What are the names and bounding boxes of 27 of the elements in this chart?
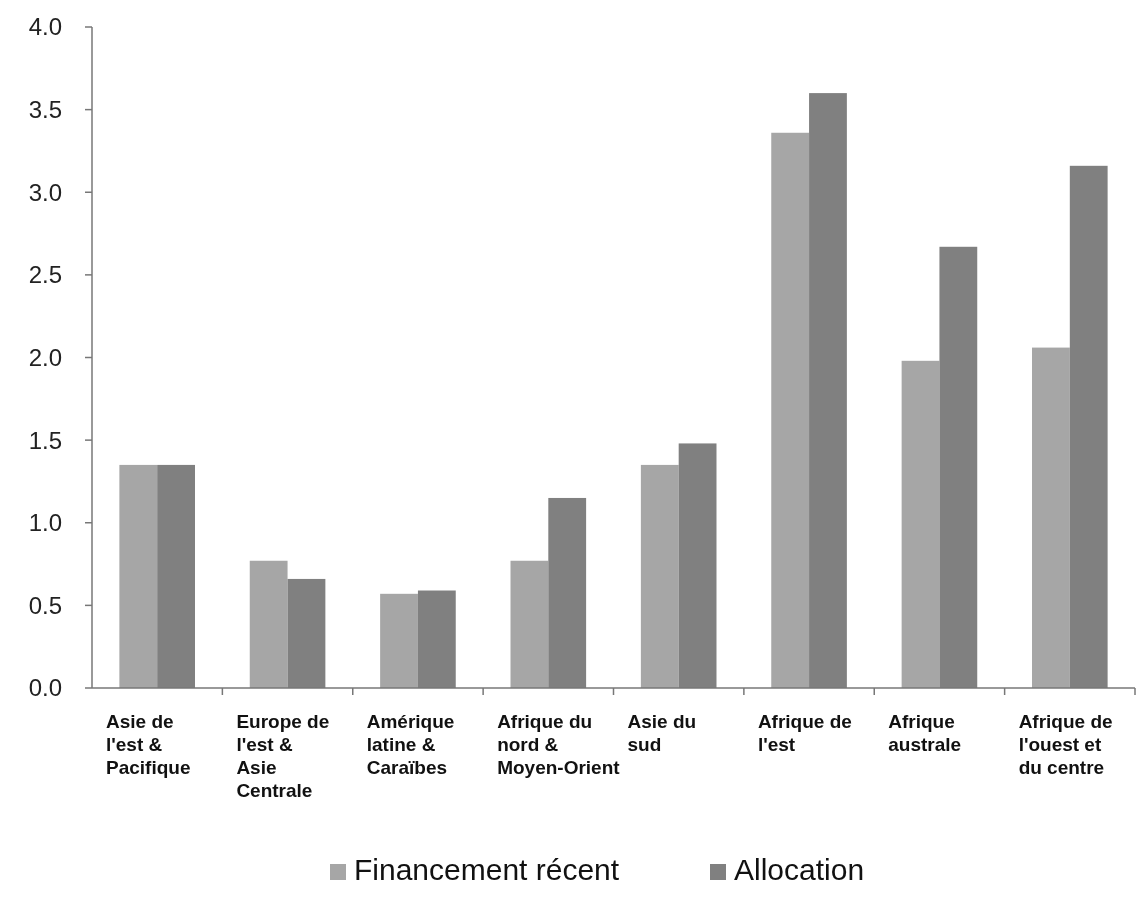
bar (249, 560, 288, 688)
y-tick-label: 1.0 (28, 509, 62, 537)
y-tick-label: 2.5 (28, 261, 62, 289)
bar (119, 464, 158, 688)
bar (901, 360, 940, 688)
y-tick-label: 1.5 (28, 426, 62, 454)
x-tick-label: Asie du sud (627, 711, 697, 755)
x-tick-label: Afrique du nord & Moyen-Orient (497, 711, 621, 778)
y-tick-label: 3.0 (28, 178, 62, 206)
y-tick-label: 0.0 (28, 674, 62, 702)
x-tick-label: Amérique latine & Caraïbes (366, 711, 455, 778)
x-tick-label: Asie de l'est & Pacifique (106, 711, 191, 778)
y-tick-label: 4.0 (28, 13, 62, 41)
x-tick-label: Afrique australe (888, 711, 962, 755)
bar (640, 464, 679, 688)
bar (380, 593, 418, 688)
legend-label: Allocation (734, 853, 865, 886)
x-tick-label: Afrique de l'est (757, 711, 852, 755)
x-tick-label: Europe de l'est & Asie Centrale (236, 711, 330, 801)
y-tick-label: 2.0 (28, 343, 62, 371)
y-tick-label: 3.5 (28, 96, 62, 124)
legend-label: Financement récent (354, 853, 620, 886)
x-tick-label: Afrique de l'ouest et du centre (1018, 711, 1113, 778)
bar (771, 132, 810, 688)
bar (510, 560, 549, 688)
y-tick-label: 0.5 (28, 591, 62, 619)
bar (1032, 347, 1070, 688)
